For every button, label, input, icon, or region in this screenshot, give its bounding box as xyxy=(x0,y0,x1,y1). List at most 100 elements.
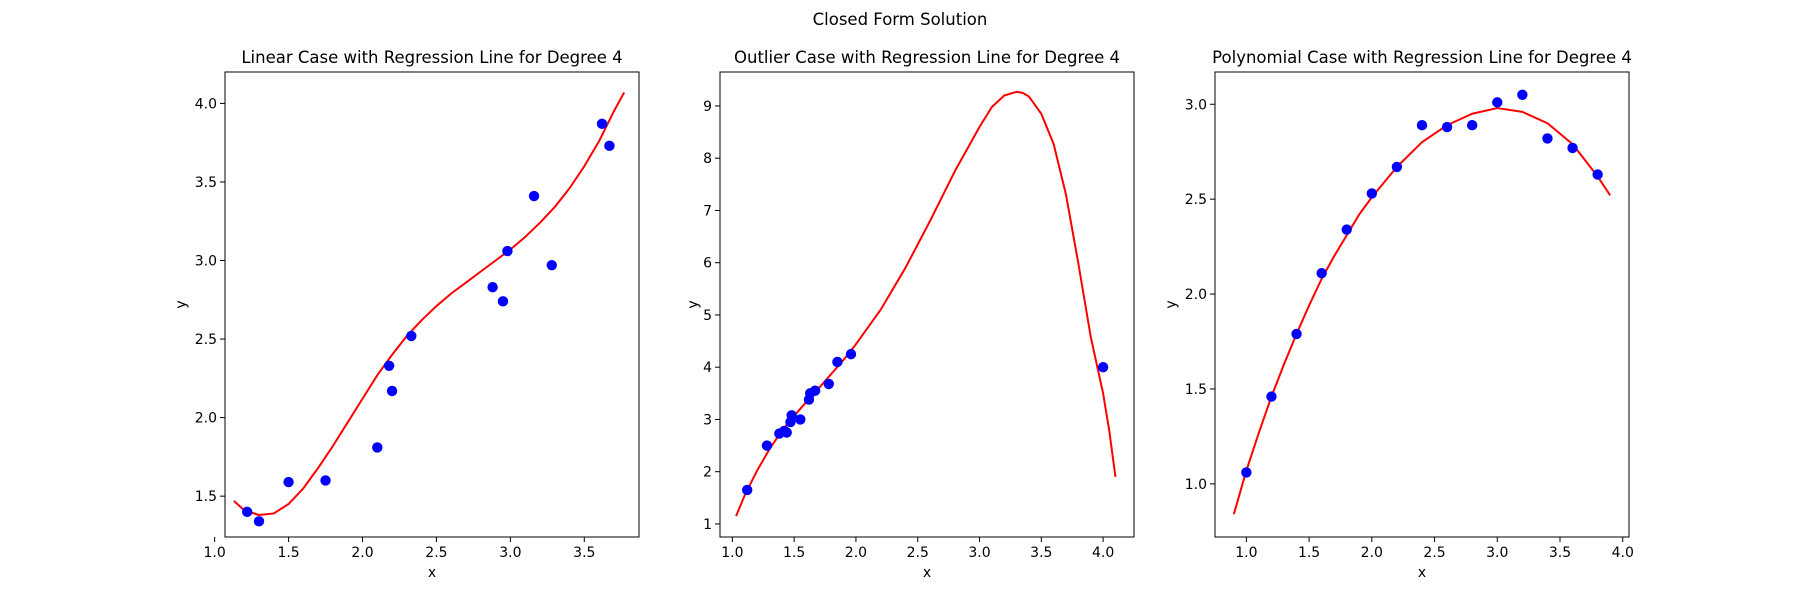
data-point xyxy=(786,410,797,421)
data-point xyxy=(1391,161,1403,173)
data-point xyxy=(528,190,540,202)
chart-title: Outlier Case with Regression Line for De… xyxy=(734,48,1120,67)
y-tick-label: 2.0 xyxy=(1185,287,1207,303)
data-point xyxy=(406,330,417,342)
y-tick-label: 1.0 xyxy=(1185,477,1207,493)
data-point xyxy=(1466,119,1478,131)
data-point xyxy=(761,440,773,451)
regression-line xyxy=(735,90,1117,517)
x-tick-label: 1.0 xyxy=(721,545,743,561)
chart-title: Linear Case with Regression Line for Deg… xyxy=(241,48,622,67)
data-point xyxy=(1542,133,1553,144)
regression-line xyxy=(1232,107,1612,515)
data-point xyxy=(497,296,509,307)
x-tick-label: 3.0 xyxy=(1486,545,1508,561)
y-axis-label: y xyxy=(686,300,702,308)
y-tick-label: 7 xyxy=(703,203,712,219)
x-tick-label: 4.0 xyxy=(1092,545,1114,561)
data-point xyxy=(320,475,331,486)
y-axis-label: y xyxy=(1164,300,1180,308)
data-point xyxy=(1316,267,1327,279)
data-point xyxy=(1291,328,1302,340)
data-point xyxy=(1097,361,1109,373)
y-tick-label: 6 xyxy=(703,256,712,272)
x-tick-label: 4.0 xyxy=(1612,545,1634,561)
x-tick-label: 1.0 xyxy=(204,545,226,561)
x-tick-label: 2.5 xyxy=(1423,545,1445,561)
data-point xyxy=(372,442,383,453)
y-tick-label: 3.0 xyxy=(195,254,217,270)
y-tick-label: 8 xyxy=(703,151,712,167)
data-point xyxy=(795,414,806,425)
y-tick-label: 5 xyxy=(703,308,712,324)
x-tick-label: 2.0 xyxy=(1361,545,1383,561)
data-point xyxy=(383,360,395,371)
data-point xyxy=(1492,97,1503,108)
regression-line xyxy=(233,91,626,517)
data-point xyxy=(741,484,753,496)
y-tick-label: 3.0 xyxy=(1185,97,1207,113)
charts-container: Linear Case with Regression Line for Deg… xyxy=(174,48,1634,581)
x-tick-label: 2.0 xyxy=(845,545,867,561)
x-tick-label: 1.5 xyxy=(783,545,805,561)
data-point xyxy=(604,140,615,152)
x-tick-label: 3.5 xyxy=(1549,545,1571,561)
data-point xyxy=(487,282,498,293)
data-point xyxy=(832,356,843,368)
y-tick-label: 3.5 xyxy=(195,175,217,191)
x-tick-label: 3.0 xyxy=(499,545,521,561)
x-tick-label: 1.0 xyxy=(1235,545,1257,561)
data-point xyxy=(823,378,834,390)
data-point xyxy=(253,516,265,527)
chart-title: Polynomial Case with Regression Line for… xyxy=(1212,48,1632,67)
x-tick-label: 1.5 xyxy=(1298,545,1320,561)
data-point xyxy=(1592,169,1603,180)
plot-area-frame xyxy=(1214,71,1630,538)
y-tick-label: 1.5 xyxy=(195,489,217,505)
y-tick-label: 2.5 xyxy=(195,332,217,348)
data-point xyxy=(1441,121,1453,133)
data-point xyxy=(1416,119,1428,131)
data-point xyxy=(546,260,557,271)
data-point xyxy=(283,476,294,488)
chart-panel-3: Polynomial Case with Regression Line for… xyxy=(1164,48,1634,581)
y-tick-label: 1.5 xyxy=(1185,382,1207,398)
y-tick-label: 4.0 xyxy=(195,96,217,112)
data-point xyxy=(781,427,792,438)
y-tick-label: 4 xyxy=(703,360,712,376)
y-tick-label: 9 xyxy=(703,99,712,115)
x-tick-label: 2.5 xyxy=(425,545,447,561)
y-tick-label: 2.0 xyxy=(195,411,217,427)
chart-panel-2: Outlier Case with Regression Line for De… xyxy=(686,48,1135,581)
data-point xyxy=(1567,142,1578,154)
data-point xyxy=(241,506,253,518)
x-tick-label: 2.5 xyxy=(907,545,929,561)
y-tick-label: 2.5 xyxy=(1185,192,1207,208)
data-point xyxy=(1517,89,1528,100)
chart-panel-1: Linear Case with Regression Line for Deg… xyxy=(174,48,640,581)
data-point xyxy=(1366,188,1378,199)
data-point xyxy=(386,385,398,397)
x-axis-label: x xyxy=(1418,565,1426,581)
x-tick-label: 3.0 xyxy=(968,545,990,561)
data-point xyxy=(1266,391,1277,402)
x-tick-label: 2.0 xyxy=(351,545,373,561)
data-point xyxy=(1241,467,1252,478)
y-axis-label: y xyxy=(174,300,190,308)
data-point xyxy=(596,118,608,130)
data-point xyxy=(809,385,821,396)
x-axis-label: x xyxy=(923,565,931,581)
x-tick-label: 3.5 xyxy=(573,545,595,561)
plot-area-frame xyxy=(719,71,1135,538)
figure-suptitle: Closed Form Solution xyxy=(813,10,988,29)
data-point xyxy=(1341,224,1352,235)
data-point xyxy=(845,348,857,360)
x-axis-label: x xyxy=(428,565,436,581)
data-point xyxy=(502,245,513,257)
y-tick-label: 3 xyxy=(703,412,712,428)
x-tick-label: 3.5 xyxy=(1030,545,1052,561)
x-tick-label: 1.5 xyxy=(277,545,299,561)
plot-area-frame xyxy=(224,71,640,538)
y-tick-label: 1 xyxy=(703,517,712,533)
